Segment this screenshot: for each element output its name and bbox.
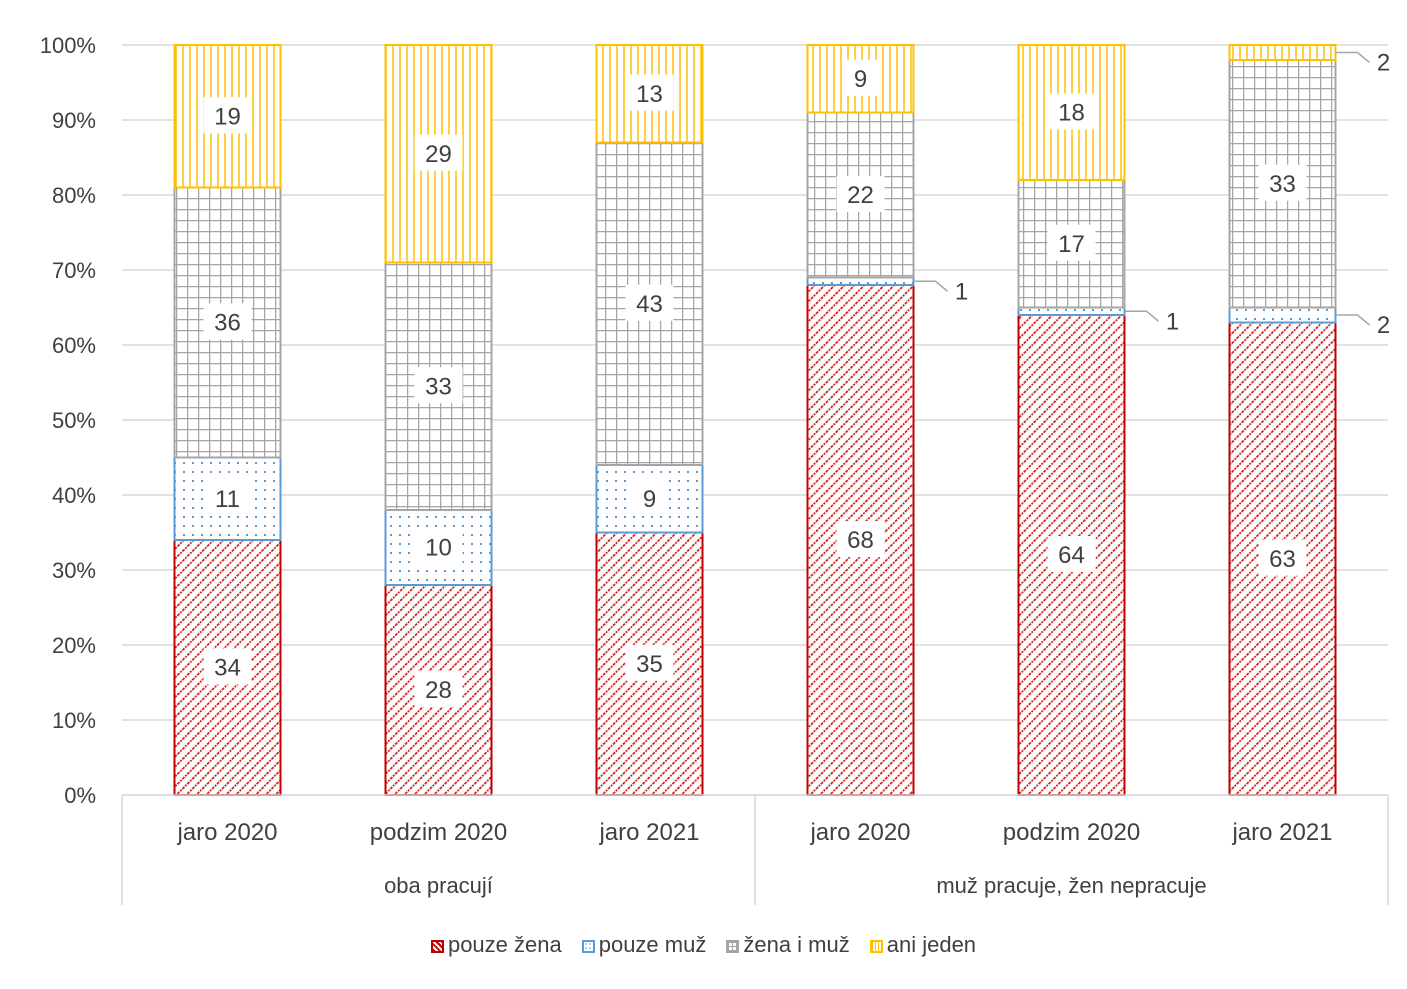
data-label: 22	[847, 182, 874, 209]
legend-swatch-icon	[430, 940, 444, 953]
data-label: 1	[955, 278, 968, 305]
y-tick-label: 30%	[52, 558, 96, 583]
data-label: 68	[847, 527, 874, 554]
data-label-box	[414, 134, 463, 171]
data-label-box	[1047, 224, 1096, 261]
data-label: 2	[1377, 50, 1390, 77]
y-tick-label: 70%	[52, 258, 96, 283]
x-group-label: oba pracují	[384, 873, 493, 898]
legend-label: pouze muž	[598, 932, 707, 957]
x-group-label: muž pracuje, žen nepracuje	[936, 873, 1206, 898]
bar-segment	[1228, 306, 1337, 324]
leader-line	[913, 280, 948, 292]
gridlines	[122, 44, 1388, 796]
x-tick-label: jaro 2020	[809, 819, 910, 846]
data-labels: 34 11 36 19 28 10 33 29 35 9 43 13 68 1 22 9 64 1 17 18 63 2 3…	[203, 50, 1390, 707]
data-label: 19	[214, 103, 241, 130]
bar-segment	[1228, 44, 1337, 61]
data-label-box	[414, 367, 463, 404]
data-label: 9	[643, 486, 656, 513]
y-tick-label: 80%	[52, 183, 96, 208]
legend: pouze žena pouze muž žena i muž ani jeden	[0, 932, 1407, 958]
leader-line	[1335, 314, 1370, 326]
leader-lines	[913, 51, 1370, 326]
y-tick-label: 50%	[52, 408, 96, 433]
y-tick-label: 60%	[52, 333, 96, 358]
data-label-box	[1047, 536, 1096, 572]
y-tick-label: 100%	[40, 33, 96, 58]
legend-item: pouze žena	[430, 932, 562, 958]
data-label-box	[414, 671, 463, 707]
data-label: 1	[1166, 308, 1179, 335]
data-label-box	[203, 479, 252, 516]
data-label: 28	[425, 677, 452, 704]
bar-segment	[806, 111, 915, 279]
data-label: 33	[1269, 171, 1296, 198]
y-tick-label: 20%	[52, 633, 96, 658]
legend-item: ani jeden	[869, 932, 977, 958]
data-label-box	[625, 284, 674, 321]
data-label: 64	[1058, 542, 1085, 569]
y-tick-label: 40%	[52, 483, 96, 508]
legend-swatch-icon	[581, 940, 595, 953]
data-label-box	[836, 521, 885, 557]
x-tick-label: jaro 2021	[1231, 819, 1332, 846]
data-label: 2	[1377, 312, 1390, 339]
legend-swatch-icon	[726, 940, 740, 953]
data-label-box	[836, 176, 885, 212]
bar-segment	[806, 276, 915, 286]
x-tick-label: podzim 2020	[370, 819, 507, 846]
legend-label: ani jeden	[886, 932, 977, 957]
data-label: 10	[425, 535, 452, 562]
data-label-box	[625, 644, 674, 681]
legend-swatch-icon	[869, 940, 883, 953]
data-label-box	[625, 74, 674, 111]
data-label: 35	[636, 651, 663, 678]
y-tick-label: 0%	[64, 783, 96, 808]
x-tick-label: podzim 2020	[1003, 819, 1140, 846]
leader-line	[1335, 51, 1370, 64]
data-label: 11	[215, 486, 240, 513]
data-label: 17	[1058, 231, 1085, 258]
data-label: 13	[636, 81, 663, 108]
legend-label: pouze žena	[447, 932, 562, 957]
x-tick-label: jaro 2020	[176, 819, 277, 846]
data-label: 36	[214, 310, 241, 337]
data-label-box	[203, 648, 252, 685]
data-label: 33	[425, 373, 452, 400]
y-axis: 0% 10% 20% 30% 40% 50% 60% 70% 80% 90% 100%	[40, 33, 96, 808]
y-tick-label: 90%	[52, 108, 96, 133]
data-label-box	[632, 479, 667, 516]
bar-segment	[1017, 306, 1126, 316]
data-label-box	[1047, 93, 1096, 130]
data-label-box	[843, 59, 878, 96]
data-label-box	[203, 97, 252, 134]
y-tick-label: 10%	[52, 708, 96, 733]
data-label-box	[203, 303, 252, 340]
legend-item: pouze muž	[581, 932, 707, 958]
data-label: 34	[214, 655, 241, 682]
data-label: 43	[636, 291, 663, 318]
data-label-box	[414, 528, 463, 565]
data-label: 9	[854, 66, 867, 93]
x-axis: jaro 2020 podzim 2020 jaro 2021 jaro 2020 po…	[121, 794, 1389, 905]
data-label-box	[1258, 164, 1307, 201]
legend-item: žena i muž	[726, 932, 850, 958]
x-tick-label: jaro 2021	[598, 819, 699, 846]
data-label-box	[1258, 539, 1307, 576]
data-label: 29	[425, 141, 452, 168]
data-label: 63	[1269, 546, 1296, 573]
data-label: 18	[1058, 100, 1085, 127]
legend-label: žena i muž	[743, 932, 850, 957]
leader-line	[1124, 310, 1159, 322]
